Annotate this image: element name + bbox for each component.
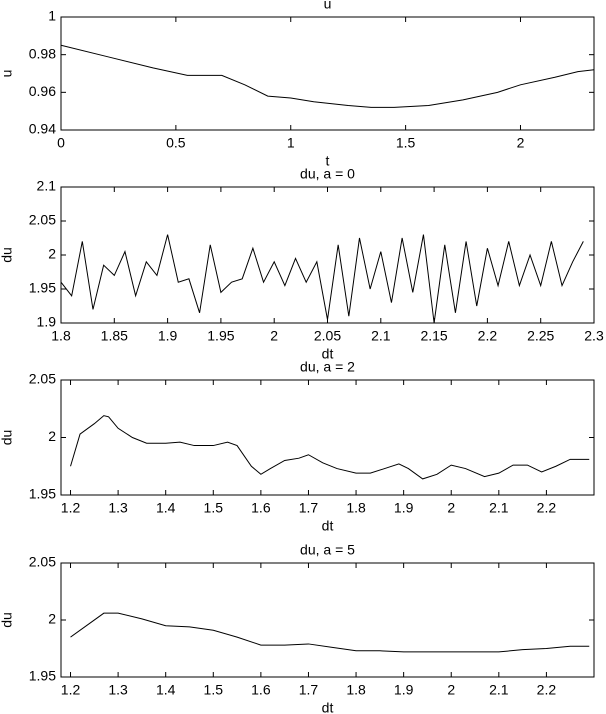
x-axis-label: dt — [322, 518, 334, 534]
x-tick-label: 1.3 — [108, 682, 128, 698]
y-tick-label: 2.05 — [29, 371, 56, 387]
x-tick-label: 0.5 — [166, 135, 186, 151]
axes-title: u — [324, 0, 332, 12]
x-tick-label: 1.7 — [299, 682, 319, 698]
x-tick-label: 2.2 — [478, 328, 498, 344]
y-tick-label: 1.9 — [37, 314, 57, 330]
axes-title: du, a = 0 — [300, 166, 355, 182]
y-axis-label: du — [0, 247, 15, 263]
axes-box — [60, 186, 595, 324]
x-tick-label: 1.9 — [394, 682, 414, 698]
data-line — [70, 415, 590, 480]
x-tick-label: 2.2 — [537, 500, 557, 516]
x-tick-label: 2.25 — [527, 328, 554, 344]
y-tick-label: 0.94 — [29, 121, 56, 137]
axes-title: du, a = 2 — [300, 359, 355, 375]
x-tick-label: 1.7 — [299, 500, 319, 516]
x-tick-label: 2 — [270, 328, 278, 344]
x-tick-label: 1.9 — [394, 500, 414, 516]
x-tick-label: 1.4 — [156, 682, 176, 698]
x-tick-label: 1.2 — [61, 500, 81, 516]
x-tick-label: 1.8 — [346, 500, 366, 516]
x-tick-label: 2.2 — [537, 682, 557, 698]
x-tick-label: 2.1 — [371, 328, 391, 344]
x-tick-label: 2.05 — [314, 328, 341, 344]
x-tick-label: 0 — [57, 135, 65, 151]
x-tick-label: 1.5 — [396, 135, 416, 151]
x-axis-label: t — [326, 153, 330, 169]
x-tick-label: 1.5 — [204, 500, 224, 516]
y-tick-label: 0.98 — [29, 45, 56, 61]
x-axis-label: dt — [322, 700, 334, 714]
x-tick-label: 2 — [517, 135, 525, 151]
y-tick-label: 1.95 — [29, 486, 56, 502]
x-tick-label: 1.95 — [207, 328, 234, 344]
x-tick-label: 2.1 — [489, 500, 509, 516]
x-tick-label: 1.2 — [61, 682, 81, 698]
y-tick-label: 2 — [48, 611, 56, 627]
data-line — [70, 612, 590, 653]
axes-box — [60, 379, 595, 496]
x-tick-label: 2.3 — [584, 328, 604, 344]
axes-title: du, a = 5 — [300, 542, 355, 558]
y-tick-label: 2 — [48, 428, 56, 444]
x-tick-label: 1.5 — [204, 682, 224, 698]
y-tick-label: 1.95 — [29, 280, 56, 296]
x-tick-label: 2 — [447, 682, 455, 698]
axes-box — [60, 16, 595, 131]
y-tick-label: 1.95 — [29, 668, 56, 684]
x-tick-label: 2 — [447, 500, 455, 516]
data-line — [60, 234, 584, 324]
y-axis-label: du — [0, 430, 15, 446]
y-tick-label: 2.05 — [29, 212, 56, 228]
x-tick-label: 1.8 — [346, 682, 366, 698]
x-tick-label: 2.15 — [420, 328, 447, 344]
x-tick-label: 1.3 — [108, 500, 128, 516]
y-tick-label: 0.96 — [29, 83, 56, 99]
y-tick-label: 1 — [48, 8, 56, 24]
x-axis-label: dt — [322, 346, 334, 362]
y-tick-label: 2.1 — [37, 178, 57, 194]
x-tick-label: 1.9 — [158, 328, 178, 344]
y-tick-label: 2.05 — [29, 554, 56, 570]
y-axis-label: du — [0, 612, 15, 628]
x-tick-label: 1.4 — [156, 500, 176, 516]
x-tick-label: 1.85 — [101, 328, 128, 344]
data-line — [60, 44, 595, 108]
y-tick-label: 2 — [48, 246, 56, 262]
x-tick-label: 1 — [287, 135, 295, 151]
x-tick-label: 1.6 — [251, 500, 271, 516]
x-tick-label: 2.1 — [489, 682, 509, 698]
axes-box — [60, 562, 595, 678]
x-tick-label: 1.6 — [251, 682, 271, 698]
x-tick-label: 1.8 — [51, 328, 71, 344]
y-axis-label: u — [0, 70, 15, 78]
